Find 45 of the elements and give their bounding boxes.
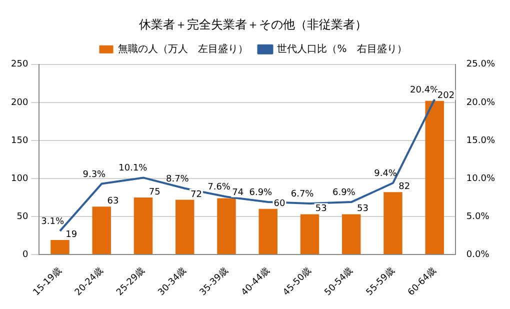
chart-title: 休業者＋完全失業者＋その他（非従業者） bbox=[139, 17, 367, 32]
data-label: 75 bbox=[148, 187, 160, 198]
data-label: 8.7% bbox=[166, 174, 190, 184]
bar bbox=[134, 197, 153, 254]
y-tick-label: 50 bbox=[16, 212, 28, 222]
y2-tick-label: 0.0% bbox=[466, 250, 490, 260]
y-tick-label: 150 bbox=[10, 136, 28, 146]
y2-tick-label: 10.0% bbox=[466, 174, 496, 184]
data-label: 60 bbox=[274, 198, 286, 209]
y2-tick-label: 25.0% bbox=[466, 60, 496, 70]
bar bbox=[217, 198, 236, 254]
data-label: 19 bbox=[66, 230, 78, 240]
bar bbox=[384, 192, 402, 254]
data-label: 9.3% bbox=[82, 170, 106, 180]
y-tick-label: 100 bbox=[10, 174, 28, 184]
data-label: 20.4% bbox=[410, 85, 440, 96]
data-label: 3.1% bbox=[41, 216, 64, 227]
data-label: 9.4% bbox=[374, 169, 398, 180]
data-label: 6.9% bbox=[249, 188, 273, 198]
data-label: 72 bbox=[190, 190, 202, 200]
data-label: 53 bbox=[315, 204, 327, 214]
data-label: 7.6% bbox=[208, 182, 231, 193]
bar bbox=[92, 206, 111, 254]
y2-tick-label: 5.0% bbox=[466, 212, 490, 222]
data-label: 6.9% bbox=[332, 188, 356, 198]
legend-label: 世代人口比（% 右目盛り） bbox=[277, 42, 407, 55]
data-label: 53 bbox=[356, 204, 368, 214]
data-label: 202 bbox=[437, 90, 455, 101]
y-tick-label: 250 bbox=[10, 60, 28, 70]
data-label: 10.1% bbox=[118, 164, 148, 174]
bar bbox=[175, 200, 194, 254]
bar bbox=[300, 214, 320, 254]
bar bbox=[342, 214, 361, 254]
data-label: 82 bbox=[398, 182, 410, 192]
data-label: 6.7% bbox=[290, 190, 314, 200]
data-label: 63 bbox=[107, 196, 119, 207]
y-tick-label: 200 bbox=[10, 98, 28, 108]
bar bbox=[50, 240, 70, 254]
y2-tick-label: 15.0% bbox=[466, 136, 496, 146]
y-tick-label: 0 bbox=[22, 250, 28, 260]
legend-label: 無職の人（万人 左目盛り） bbox=[118, 42, 248, 55]
data-label: 74 bbox=[232, 188, 244, 198]
bar bbox=[425, 100, 444, 254]
y2-tick-label: 20.0% bbox=[466, 98, 496, 108]
bar bbox=[258, 208, 278, 254]
